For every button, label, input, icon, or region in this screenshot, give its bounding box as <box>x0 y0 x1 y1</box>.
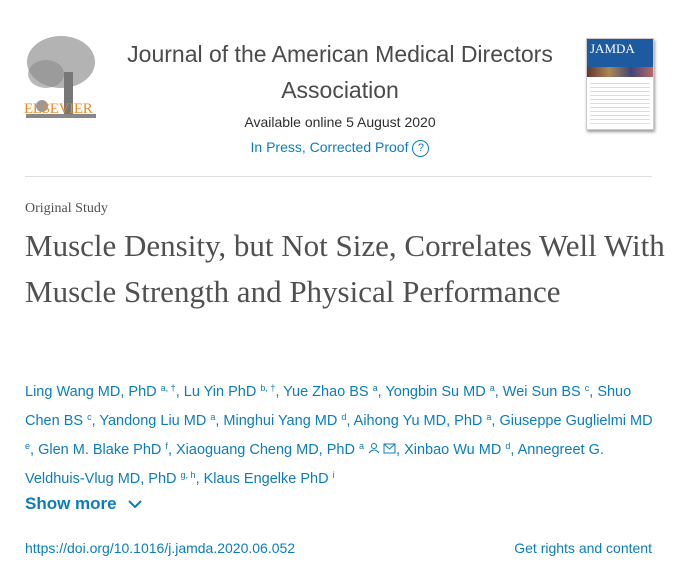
author-link[interactable]: Aihong Yu MD, PhD <box>353 413 483 429</box>
affiliation-marker[interactable]: a <box>210 412 216 422</box>
affiliation-marker[interactable]: a <box>358 441 364 451</box>
affiliation-marker[interactable]: a <box>372 383 378 393</box>
affiliation-marker[interactable]: c <box>584 383 590 393</box>
affiliation-marker[interactable]: a, † <box>160 383 176 393</box>
author-link[interactable]: Glen M. Blake PhD <box>38 442 162 458</box>
affiliation-marker[interactable]: d <box>505 441 511 451</box>
author-link[interactable]: Yongbin Su MD <box>385 384 486 400</box>
author-link[interactable]: Wei Sun BS <box>502 384 581 400</box>
doi-link[interactable]: https://doi.org/10.1016/j.jamda.2020.06.… <box>25 540 296 556</box>
author-link[interactable]: Minghui Yang MD <box>223 413 338 429</box>
author-list: Ling Wang MD, PhD a, †, Lu Yin PhD b, †,… <box>25 383 653 487</box>
help-icon[interactable]: ? <box>412 139 430 157</box>
affiliation-marker[interactable]: g, h <box>180 470 196 480</box>
affiliation-marker[interactable]: a <box>486 412 492 422</box>
chevron-down-icon <box>128 500 143 509</box>
cover-title: JAMDA <box>587 39 653 67</box>
journal-title[interactable]: Journal of the American Medical Director… <box>127 41 553 103</box>
author-link[interactable]: Ling Wang MD, PhD <box>25 384 157 400</box>
show-more-button[interactable]: Show more <box>25 494 143 514</box>
affiliation-marker[interactable]: f <box>165 441 168 451</box>
article-title: Muscle Density, but Not Size, Correlates… <box>25 228 665 309</box>
affiliation-marker[interactable]: d <box>341 412 347 422</box>
person-icon[interactable] <box>364 442 380 458</box>
author-link[interactable]: Annegreet G. Veldhuis-Vlug MD, PhD <box>25 442 604 487</box>
author-link[interactable]: Xinbao Wu MD <box>404 442 502 458</box>
cover-images <box>587 67 653 77</box>
rights-link[interactable]: Get rights and content <box>514 540 652 556</box>
author-link[interactable]: Giuseppe Guglielmi MD <box>499 413 653 429</box>
divider <box>25 176 652 177</box>
status-label[interactable]: In Press, Corrected Proof <box>250 139 409 155</box>
show-more-label: Show more <box>25 494 117 513</box>
author-link[interactable]: Klaus Engelke PhD <box>203 471 329 487</box>
article-type: Original Study <box>25 201 108 216</box>
author-link[interactable]: Shuo Chen BS <box>25 384 632 429</box>
cover-contents <box>590 80 650 126</box>
author-link[interactable]: Yue Zhao BS <box>283 384 369 400</box>
available-online-date: Available online 5 August 2020 <box>244 114 436 130</box>
affiliation-marker[interactable]: b, † <box>260 383 276 393</box>
affiliation-marker[interactable]: c <box>87 412 92 422</box>
author-link[interactable]: Lu Yin PhD <box>183 384 257 400</box>
email-icon[interactable] <box>380 442 396 458</box>
author-link[interactable]: Xiaoguang Cheng MD, PhD <box>176 442 355 458</box>
affiliation-marker[interactable]: e <box>25 441 31 451</box>
article-status[interactable]: In Press, Corrected Proof? <box>100 139 580 157</box>
elsevier-tree-logo <box>26 36 96 118</box>
affiliation-marker[interactable]: a <box>489 383 495 393</box>
journal-cover[interactable]: JAMDA <box>586 38 654 130</box>
affiliation-marker[interactable]: i <box>332 470 335 480</box>
publisher-name[interactable]: ELSEVIER <box>24 101 93 117</box>
author-link[interactable]: Yandong Liu MD <box>99 413 207 429</box>
